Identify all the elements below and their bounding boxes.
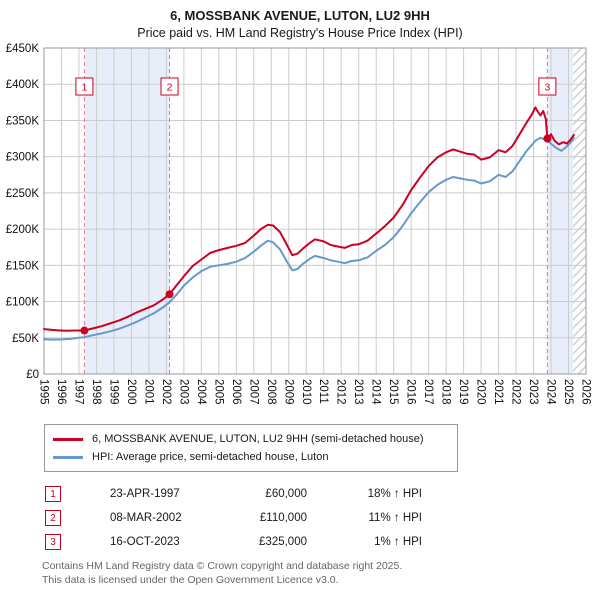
x-axis-label: 2016 (405, 379, 417, 405)
y-axis-label: £50K (12, 333, 39, 345)
future-hatch-region (572, 48, 586, 374)
plot-border (43, 47, 587, 375)
x-axis-label: 1996 (55, 379, 67, 405)
x-axis-label: 2020 (475, 379, 487, 405)
x-axis-label: 2012 (335, 379, 347, 405)
y-axis-label: £350K (6, 115, 40, 127)
sale-point-marker (80, 326, 89, 335)
y-axis-label: £400K (6, 79, 40, 91)
transaction-hpi-delta: 11% ↑ HPI (368, 512, 422, 524)
y-axis-label: £150K (6, 260, 40, 272)
transaction-row: 1 23-APR-1997 £60,000 18% ↑ HPI (45, 486, 600, 502)
x-axis-label: 2000 (125, 379, 137, 405)
x-axis-label: 2006 (230, 379, 242, 405)
x-axis-label: 2025 (562, 379, 574, 405)
sale-annotation-number: 3 (544, 82, 550, 94)
y-axis-label: £0 (26, 369, 39, 381)
x-axis-label: 2002 (160, 379, 172, 405)
page-subtitle: Price paid vs. HM Land Registry's House … (137, 26, 463, 40)
x-axis-label: 2019 (457, 379, 469, 405)
x-axis-label: 2022 (510, 379, 522, 405)
transaction-hpi-delta: 18% ↑ HPI (367, 488, 422, 500)
x-axis-label: 1998 (90, 379, 102, 405)
x-axis-label: 2001 (142, 379, 154, 405)
transaction-row: 2 08-MAR-2002 £110,000 11% ↑ HPI (45, 510, 600, 526)
transaction-price: £110,000 (259, 512, 307, 524)
transaction-hpi-delta: 1% ↑ HPI (374, 536, 422, 548)
blue-line-swatch-icon (53, 455, 83, 459)
x-axis-label: 2017 (422, 379, 434, 405)
legend-hpi-label: HPI: Average price, semi-detached house,… (92, 451, 329, 463)
y-axis-label: £450K (6, 43, 40, 55)
legend-property-label: 6, MOSSBANK AVENUE, LUTON, LU2 9HH (semi… (92, 433, 424, 445)
sale-annotation-box (75, 77, 94, 96)
x-axis-label: 1999 (107, 379, 119, 405)
x-axis-label: 2021 (492, 379, 504, 405)
x-axis-label: 2011 (317, 379, 329, 404)
y-axis-label: £250K (6, 188, 40, 200)
sale-annotation-box (160, 77, 179, 96)
x-axis-label: 2005 (212, 379, 224, 405)
chart-legend: 6, MOSSBANK AVENUE, LUTON, LU2 9HH (semi… (44, 424, 458, 472)
footer-line-2: This data is licensed under the Open Gov… (42, 573, 339, 586)
hpi-series-line (43, 136, 575, 341)
transaction-price: £60,000 (265, 488, 307, 500)
x-axis-label: 2023 (527, 379, 539, 405)
x-axis-label: 2007 (247, 379, 259, 405)
transaction-date: 08-MAR-2002 (110, 512, 182, 524)
y-axis-label: £200K (6, 224, 40, 236)
x-axis-label: 2008 (265, 379, 277, 405)
x-axis-label: 2013 (352, 379, 364, 405)
transaction-date: 16-OCT-2023 (110, 536, 180, 548)
sale-annotation-number: 1 (81, 82, 87, 94)
legend-item-hpi: HPI: Average price, semi-detached house,… (53, 448, 449, 466)
x-axis-label: 2015 (387, 379, 399, 405)
price-chart: 1 2 3 £0 £50K £100K £150K £200K £250K £300K £350K £… (6, 43, 592, 405)
sale-point-marker (165, 290, 174, 299)
transaction-number-badge: 1 (45, 486, 61, 502)
y-axis-label: £300K (6, 152, 40, 164)
footer-line-1: Contains HM Land Registry data © Crown c… (42, 560, 403, 572)
shaded-band (84, 48, 170, 374)
y-axis-label: £100K (6, 297, 40, 309)
transaction-date: 23-APR-1997 (110, 488, 180, 500)
sale-annotation-number: 2 (167, 82, 173, 94)
transaction-row: 3 16-OCT-2023 £325,000 1% ↑ HPI (45, 534, 600, 550)
x-axis-label: 2004 (195, 379, 207, 405)
license-footer: Contains HM Land Registry data © Crown c… (42, 560, 600, 587)
x-axis-label: 2024 (545, 379, 557, 405)
x-axis-label: 1995 (38, 379, 50, 405)
x-axis-label: 1997 (72, 379, 84, 405)
sale-annotation-box (538, 77, 557, 96)
x-axis-label: 2026 (580, 379, 592, 405)
x-axis-label: 2010 (300, 379, 312, 405)
transaction-number-badge: 2 (45, 510, 61, 526)
transaction-number-badge: 3 (45, 534, 61, 550)
transaction-price: £325,000 (259, 536, 307, 548)
x-axis-label: 2003 (177, 379, 189, 405)
sale-point-marker (543, 134, 552, 143)
x-axis-label: 2014 (370, 379, 382, 405)
x-axis-label: 2018 (440, 379, 452, 405)
x-axis-label: 2009 (282, 379, 294, 405)
property-series-line (43, 106, 575, 332)
transactions-list: 1 23-APR-1997 £60,000 18% ↑ HPI 2 08-MAR… (45, 486, 600, 550)
page-title: 6, MOSSBANK AVENUE, LUTON, LU2 9HH (170, 8, 430, 23)
legend-item-property: 6, MOSSBANK AVENUE, LUTON, LU2 9HH (semi… (53, 430, 449, 448)
chart-header: 6, MOSSBANK AVENUE, LUTON, LU2 9HH Price… (0, 0, 600, 40)
red-line-swatch-icon (53, 437, 83, 441)
